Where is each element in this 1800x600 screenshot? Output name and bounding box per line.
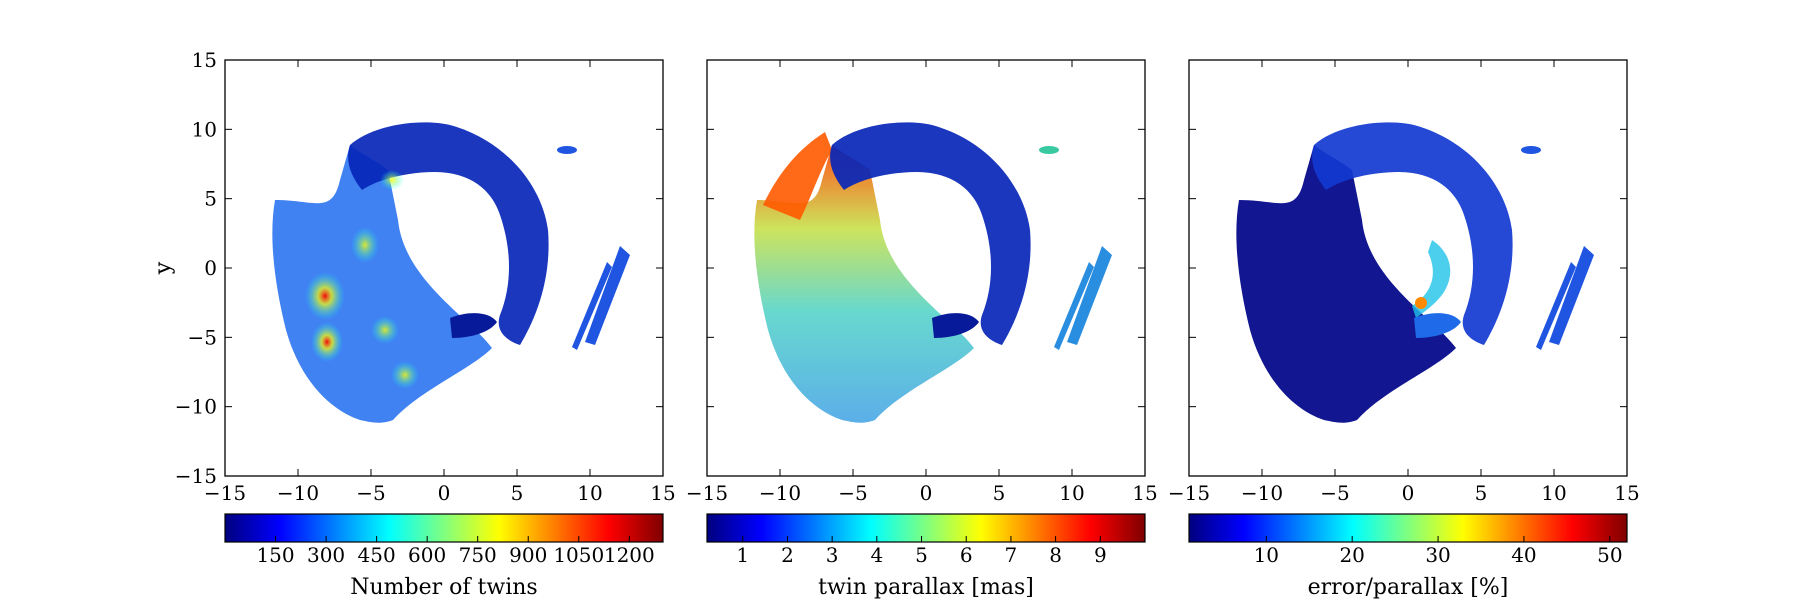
hotspot-c (351, 227, 379, 263)
upper-arc (1312, 122, 1513, 345)
y-ticks-1: 15 10 5 0 −5 −10 −15 (175, 48, 663, 488)
y-tick-label: −10 (175, 395, 217, 419)
colorbar-tick-label: 750 (459, 543, 497, 567)
colorbar-tick-label: 6 (960, 543, 973, 567)
colorbar-label-1: Number of twins (350, 575, 537, 600)
orange-wedge (763, 132, 832, 220)
right-streak-2 (1536, 262, 1576, 350)
right-streak-1 (1549, 246, 1594, 345)
x-tick-label: −10 (759, 481, 801, 505)
x-tick-label: 5 (1475, 481, 1488, 505)
colorbar-ticks-2: 1 2 3 4 5 6 7 8 9 (736, 536, 1107, 567)
x-tick-label: 15 (1614, 481, 1639, 505)
x-tick-label: 5 (511, 481, 524, 505)
y-tick-label: 5 (204, 187, 217, 211)
x-tick-label: 10 (1541, 481, 1566, 505)
colorbar-ticks-1: 150 300 450 600 750 900 1050 1200 (256, 536, 655, 567)
y-tick-label: 10 (192, 117, 217, 141)
colorbar-tick-label: 1050 (553, 543, 604, 567)
x-tick-label: −15 (686, 481, 728, 505)
y-tick-label: 0 (204, 256, 217, 280)
colorbar-tick-label: 1 (736, 543, 749, 567)
colorbar-label-3: error/parallax [%] (1308, 575, 1509, 600)
colorbar-label-2: twin parallax [mas] (818, 575, 1034, 600)
far-fragment (1039, 146, 1059, 154)
colorbar-tick-label: 5 (915, 543, 928, 567)
far-fragment (1521, 146, 1541, 154)
y-tick-label: 15 (192, 48, 217, 72)
colorbar-tick-label: 300 (307, 543, 345, 567)
y-axis-label: y (151, 261, 176, 275)
upper-arc (830, 122, 1031, 345)
lower-left-lobe (754, 145, 974, 423)
error-hotspot (1415, 297, 1427, 309)
colorbar-tick-label: 8 (1049, 543, 1062, 567)
x-tick-label: 10 (577, 481, 602, 505)
colorbar-tick-label: 150 (256, 543, 294, 567)
heatmap-1 (272, 122, 630, 423)
y-tickmarks-3 (1189, 59, 1627, 477)
colorbar-tick-label: 4 (870, 543, 883, 567)
y-tick-label: −5 (188, 325, 217, 349)
hotspot-b (311, 322, 343, 362)
inner-clump (1414, 313, 1461, 338)
inner-clump (450, 313, 497, 338)
colorbar-tick-label: 3 (826, 543, 839, 567)
x-tick-label: 0 (1402, 481, 1415, 505)
hotspot-a (305, 272, 345, 320)
colorbar-tick-label: 40 (1511, 543, 1536, 567)
colorbar-ticks-3: 10 20 30 40 50 (1254, 536, 1623, 567)
far-fragment (557, 146, 577, 154)
hotspot-e (391, 361, 419, 389)
panel-2: −15 −10 −5 0 5 10 15 1 2 3 4 5 6 7 8 9 twin parallax [… (686, 59, 1158, 600)
x-tick-label: −5 (1320, 481, 1349, 505)
x-tick-label: −5 (356, 481, 385, 505)
x-tick-label: 0 (438, 481, 451, 505)
upper-arc (348, 122, 549, 345)
upper-hotspot (380, 170, 404, 190)
right-streak-1 (1067, 246, 1112, 345)
panel-3: −15 −10 −5 0 5 10 15 10 20 30 40 50 error/parallax… (1168, 59, 1640, 600)
x-tick-label: −5 (838, 481, 867, 505)
colorbar-tick-label: 20 (1339, 543, 1364, 567)
x-tick-label: 10 (1059, 481, 1084, 505)
x-ticks-2: −15 −10 −5 0 5 10 15 (686, 60, 1158, 505)
lower-left-lobe (272, 145, 492, 423)
x-tick-label: −15 (204, 481, 246, 505)
x-tick-label: −10 (277, 481, 319, 505)
colorbar-tick-label: 600 (408, 543, 446, 567)
colorbar-tick-label: 450 (358, 543, 396, 567)
x-tick-label: 0 (920, 481, 933, 505)
colorbar-tick-label: 900 (509, 543, 547, 567)
colorbar-tick-label: 30 (1425, 543, 1450, 567)
colorbar-tick-label: 2 (781, 543, 794, 567)
colorbar-tick-label: 7 (1005, 543, 1018, 567)
colorbar-tick-label: 1200 (604, 543, 655, 567)
x-tick-label: −15 (1168, 481, 1210, 505)
heatmap-2 (754, 122, 1112, 423)
y-tick-label: −15 (175, 464, 217, 488)
x-ticks-1: −15 −10 −5 0 5 10 15 (204, 60, 676, 505)
colorbar-tick-label: 9 (1094, 543, 1107, 567)
colorbar-3 (1188, 513, 1628, 543)
x-tick-label: 15 (1132, 481, 1157, 505)
inner-clump (932, 313, 979, 338)
lower-left-lobe (1236, 145, 1456, 423)
colorbar-1 (224, 513, 664, 543)
right-streak-1 (585, 246, 630, 345)
colorbar-2 (706, 513, 1146, 543)
colorbar-tick-label: 50 (1597, 543, 1622, 567)
colorbar-tick-label: 10 (1254, 543, 1279, 567)
right-streak-2 (572, 262, 612, 350)
x-tick-label: 5 (993, 481, 1006, 505)
x-tick-label: 15 (650, 481, 675, 505)
heatmap-3 (1236, 122, 1594, 423)
hotspot-d (371, 316, 399, 344)
x-tick-label: −10 (1241, 481, 1283, 505)
y-tickmarks-2 (707, 59, 1145, 477)
right-streak-2 (1054, 262, 1094, 350)
x-ticks-3: −15 −10 −5 0 5 10 15 (1168, 60, 1640, 505)
